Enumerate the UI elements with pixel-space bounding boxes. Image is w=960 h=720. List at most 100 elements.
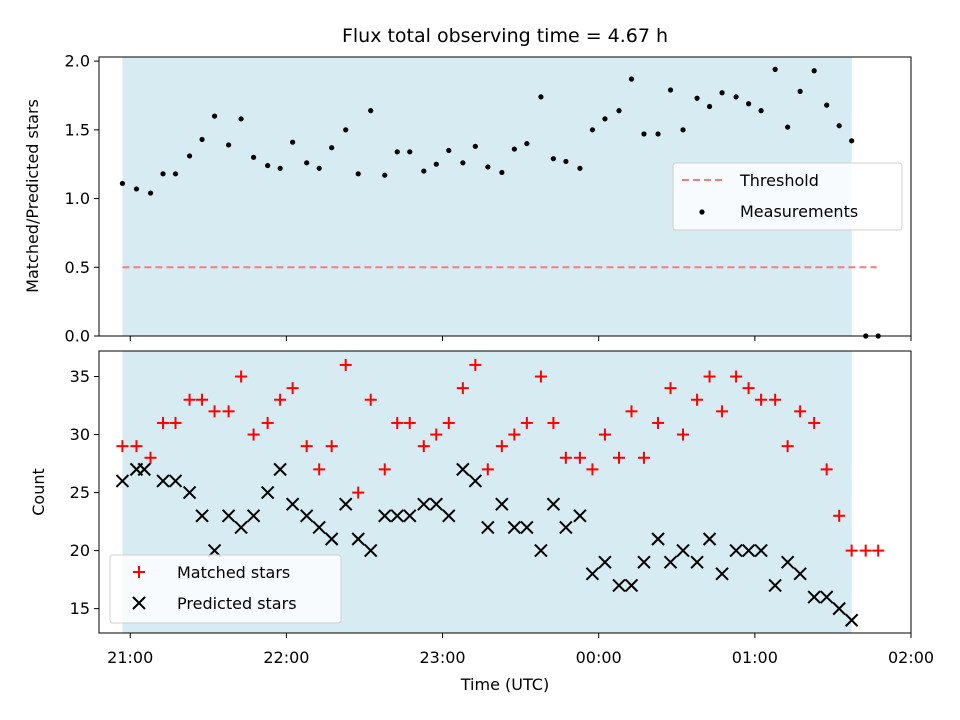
measurement-point — [641, 131, 647, 137]
matched-star-point — [691, 393, 704, 406]
x-tick-label: 21:00 — [107, 648, 153, 667]
matched-star-point — [598, 428, 611, 441]
matched-star-point — [339, 358, 352, 371]
predicted-star-point — [651, 532, 665, 546]
measurement-point — [394, 149, 400, 155]
matched-star-point — [769, 393, 782, 406]
measurement-point — [160, 171, 166, 177]
predicted-star-point — [676, 543, 690, 558]
bottom-y-axis-label: Count — [29, 468, 48, 516]
top-legend-box — [672, 162, 903, 231]
measurement-point — [719, 90, 725, 96]
matched-star-point — [652, 416, 665, 429]
matched-star-point — [703, 370, 716, 383]
measurement-point — [238, 116, 244, 122]
measurement-point — [250, 154, 257, 160]
measurement-point — [667, 87, 674, 93]
chart-title: Flux total observing time = 4.67 h — [342, 25, 668, 47]
predicted-star-point — [456, 462, 470, 477]
top-y-tick-label: 2.0 — [65, 52, 90, 71]
matched-star-point — [313, 463, 326, 476]
measurement-point — [186, 153, 193, 159]
predicted-star-point — [417, 497, 431, 511]
predicted-star-point — [351, 532, 365, 546]
predicted-star-point — [690, 555, 704, 569]
matched-star-point — [261, 416, 274, 429]
matched-star-point — [481, 463, 494, 476]
matched-star-point — [559, 451, 572, 464]
legend-threshold-label: Threshold — [739, 171, 819, 190]
predicted-star-point — [520, 520, 534, 535]
predicted-star-point — [195, 509, 209, 523]
measurement-point — [382, 172, 388, 178]
matched-star-point — [247, 428, 260, 441]
measurement-point — [577, 165, 583, 171]
top-x-ticks — [129, 336, 912, 341]
measurement-point — [211, 113, 218, 119]
predicted-star-point — [312, 520, 326, 535]
top-y-tick-label: 1.0 — [65, 189, 90, 208]
matched-star-point — [730, 370, 743, 383]
predicted-star-point — [598, 555, 612, 569]
x-axis-label: Time (UTC) — [460, 675, 549, 694]
measurement-point — [602, 116, 608, 122]
matched-star-point — [235, 370, 248, 383]
matched-star-point — [274, 393, 287, 406]
matched-star-point — [430, 428, 443, 441]
measurement-point — [772, 66, 778, 72]
predicted-star-point — [715, 567, 729, 581]
measurement-point — [316, 165, 322, 171]
matched-star-point — [183, 393, 196, 406]
measurement-point — [836, 123, 842, 129]
predicted-star-point — [819, 590, 834, 604]
matched-stars-points — [116, 358, 885, 557]
measurement-point — [758, 108, 764, 114]
top-panel: Flux total observing time = 4.67 h 0.00.… — [23, 25, 912, 346]
predicted-star-point — [299, 509, 314, 523]
top-y-tick-label: 1.5 — [65, 120, 90, 139]
matched-star-point — [286, 382, 299, 395]
measurement-point — [265, 162, 271, 169]
bottom-plot-frame — [98, 350, 912, 634]
measurement-point — [133, 186, 140, 192]
predicted-star-point — [390, 509, 404, 523]
measurement-point — [355, 171, 361, 177]
matched-star-point — [364, 393, 377, 406]
predicted-star-point — [754, 543, 768, 558]
bottom-y-tick-label: 20 — [70, 541, 90, 560]
predicted-star-point — [168, 474, 183, 488]
bottom-y-tick-label: 35 — [70, 367, 90, 386]
predicted-star-point — [534, 543, 548, 558]
predicted-star-point — [741, 543, 756, 558]
matched-star-point — [520, 416, 533, 429]
predicted-stars-points — [115, 462, 859, 627]
predicted-star-point — [182, 485, 197, 500]
predicted-star-point — [260, 485, 275, 500]
predicted-star-point — [429, 497, 443, 511]
measurement-point — [797, 88, 803, 94]
predicted-star-point — [768, 578, 782, 593]
measurement-point — [589, 127, 596, 133]
bottom-legend-box — [109, 554, 342, 624]
matched-star-point — [495, 440, 508, 453]
predicted-star-point — [246, 509, 261, 523]
measurement-point — [329, 145, 335, 151]
predicted-star-point — [324, 532, 339, 546]
measurement-point — [538, 94, 544, 100]
predicted-star-point — [780, 555, 795, 569]
measurement-point — [407, 149, 413, 155]
measurement-point — [472, 143, 478, 149]
matched-star-point — [196, 393, 209, 406]
x-tick-label: 00:00 — [576, 648, 622, 667]
measurement-point — [733, 94, 739, 100]
measurement-point — [368, 108, 374, 114]
predicted-star-point — [481, 520, 495, 535]
matched-star-point — [442, 416, 455, 429]
measurement-point — [785, 124, 791, 130]
predicted-star-point — [156, 474, 170, 488]
predicted-star-point — [832, 601, 846, 616]
predicted-star-point — [637, 555, 651, 569]
predicted-star-point — [663, 555, 678, 569]
predicted-star-point — [273, 462, 287, 477]
